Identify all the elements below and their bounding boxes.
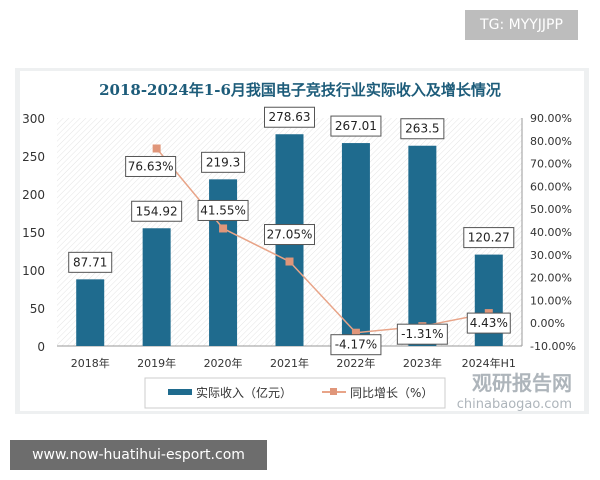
legend-line-marker <box>330 388 337 395</box>
y-right-tick: -10.00% <box>530 340 576 353</box>
bar <box>341 143 370 346</box>
watermark-url: www.now-huatihui-esport.com <box>10 440 267 470</box>
bar-label: 219.3 <box>206 155 240 169</box>
y-right-tick: 60.00% <box>530 180 572 193</box>
bar-label-box <box>330 115 382 137</box>
bar-label-box <box>264 106 315 128</box>
bar-label: 87.71 <box>73 255 107 269</box>
x-tick: 2023年 <box>403 356 442 370</box>
growth-label-box <box>264 224 315 246</box>
bar-label: 154.92 <box>136 204 178 218</box>
bar-label-box <box>400 118 445 140</box>
x-tick: 2020年 <box>204 356 243 370</box>
x-tick: 2022年 <box>336 356 375 370</box>
growth-label: 4.43% <box>470 316 508 330</box>
bar-label-box <box>131 200 183 222</box>
x-tick: 2024年H1 <box>462 356 516 370</box>
y-right-tick: 20.00% <box>530 272 572 285</box>
x-tick: 2019年 <box>137 356 176 370</box>
bar-label: 263.5 <box>405 122 439 136</box>
bar-label: 278.63 <box>269 110 311 124</box>
growth-label: 76.63% <box>128 159 174 173</box>
y-left-tick: 200 <box>22 188 45 202</box>
y-right-tick: 90.00% <box>530 112 572 125</box>
growth-label-box <box>396 323 448 345</box>
growth-label: 41.55% <box>200 203 246 217</box>
y-right-tick: 0.00% <box>530 317 565 330</box>
bar-label: 120.27 <box>468 231 510 245</box>
y-left-tick: 0 <box>37 340 45 354</box>
growth-label: 27.05% <box>267 228 313 242</box>
x-tick: 2021年 <box>270 356 309 370</box>
y-left-tick: 100 <box>22 264 45 278</box>
growth-marker <box>152 144 161 153</box>
y-right-tick: 10.00% <box>530 294 572 307</box>
bar <box>408 145 437 346</box>
bar-label: 267.01 <box>335 119 377 133</box>
growth-label: -4.17% <box>335 338 377 352</box>
legend-bar-label: 实际收入（亿元） <box>196 385 292 400</box>
bar-label-box <box>201 151 246 173</box>
y-right-tick: 80.00% <box>530 135 572 148</box>
y-left-tick: 250 <box>22 150 45 164</box>
chart-title: 2018-2024年1-6月我国电子竞技行业实际收入及增长情况 <box>99 81 501 99</box>
y-right-tick: 40.00% <box>530 226 572 239</box>
legend-line-label: 同比增长（%） <box>350 386 433 400</box>
bar-label-box <box>463 227 515 249</box>
bar <box>76 279 105 346</box>
y-right-tick: 70.00% <box>530 158 572 171</box>
watermark-top: TG: MYYJJPP <box>465 10 578 40</box>
logo-text: 观研报告网 <box>472 371 572 395</box>
growth-marker <box>351 328 360 337</box>
logo-url: chinabaogao.com <box>457 397 572 412</box>
growth-label: -1.31% <box>401 327 443 341</box>
bar-label-box <box>68 251 113 273</box>
growth-label-box <box>197 199 249 221</box>
growth-label-box <box>330 334 382 356</box>
growth-label-box <box>466 312 511 334</box>
x-tick: 2018年 <box>71 356 110 370</box>
growth-marker <box>219 224 228 233</box>
growth-label-box <box>125 155 177 177</box>
legend-bar-swatch <box>168 389 192 395</box>
growth-marker <box>285 257 294 266</box>
bar <box>142 228 171 346</box>
y-left-tick: 150 <box>22 226 45 240</box>
y-right-tick: 50.00% <box>530 203 572 216</box>
legend <box>144 377 446 409</box>
y-left-tick: 300 <box>22 112 45 126</box>
y-right-tick: 30.00% <box>530 249 572 262</box>
y-left-tick: 50 <box>30 302 45 316</box>
